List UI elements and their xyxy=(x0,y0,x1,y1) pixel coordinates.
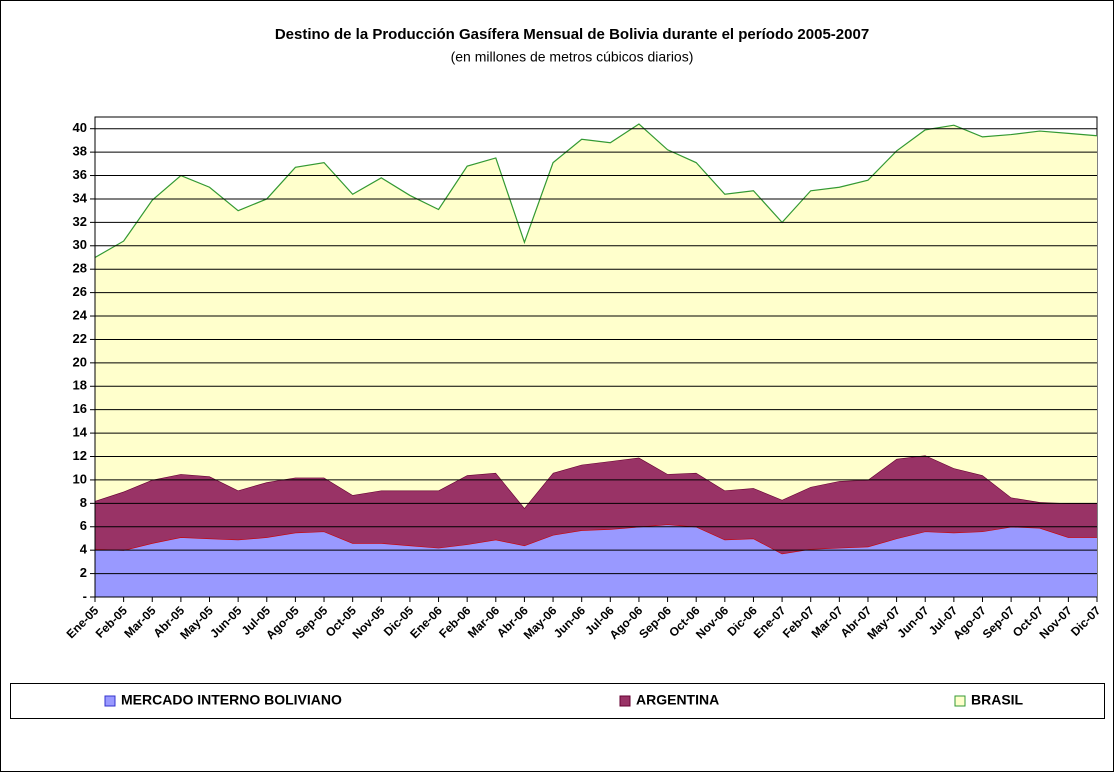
y-tick-label: 18 xyxy=(73,378,87,393)
chart-title: Destino de la Producción Gasífera Mensua… xyxy=(275,26,869,43)
y-tick-label: 38 xyxy=(73,144,87,159)
legend-swatch xyxy=(104,695,116,707)
area xyxy=(95,455,1097,554)
legend-box xyxy=(10,683,1105,719)
y-tick-label: 30 xyxy=(73,237,87,252)
legend-swatch xyxy=(954,695,966,707)
y-tick-label: 10 xyxy=(73,471,87,486)
y-tick-label: 14 xyxy=(73,425,88,440)
y-tick-label: 8 xyxy=(80,495,87,510)
y-tick-label: 6 xyxy=(80,518,87,533)
y-tick-label: 24 xyxy=(73,307,88,322)
legend-label: BRASIL xyxy=(971,692,1024,708)
legend-label: ARGENTINA xyxy=(636,692,719,708)
y-tick-label: 36 xyxy=(73,167,87,182)
y-tick-label: 34 xyxy=(73,190,88,205)
y-tick-label: - xyxy=(83,588,87,603)
y-tick-label: 2 xyxy=(80,565,87,580)
y-tick-label: 28 xyxy=(73,261,87,276)
legend-swatch xyxy=(619,695,631,707)
area xyxy=(95,524,1097,597)
y-tick-label: 22 xyxy=(73,331,87,346)
y-tick-label: 32 xyxy=(73,214,87,229)
y-tick-label: 16 xyxy=(73,401,87,416)
chart-subtitle: (en millones de metros cúbicos diarios) xyxy=(451,49,694,65)
y-tick-label: 4 xyxy=(80,542,88,557)
y-tick-label: 20 xyxy=(73,354,87,369)
y-tick-label: 40 xyxy=(73,120,87,135)
legend-label: MERCADO INTERNO BOLIVIANO xyxy=(121,692,342,708)
y-tick-label: 12 xyxy=(73,448,87,463)
y-tick-label: 26 xyxy=(73,284,87,299)
